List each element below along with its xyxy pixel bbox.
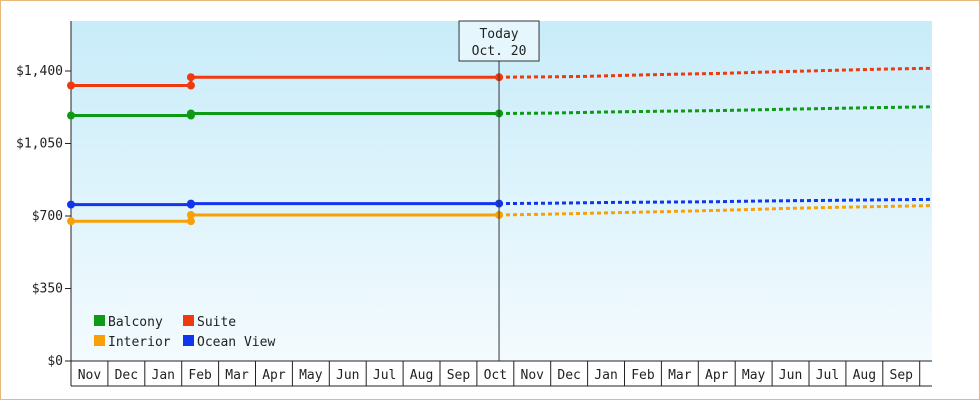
x-tick-label: Jul [373,368,396,383]
x-tick-label: May [742,368,766,383]
legend-label-suite: Suite [197,315,236,330]
x-tick-label: Jan [152,368,175,383]
y-tick-label: $350 [32,282,63,297]
series-ocean-view-projection-line [498,197,931,206]
x-tick-label: Sep [447,368,471,383]
series-suite-projection-line [498,66,931,79]
x-tick-label: Nov [521,368,545,383]
x-tick-label: Jun [336,368,359,383]
x-tick-label: Nov [78,368,102,383]
x-tick-label: Aug [853,368,876,383]
legend-swatch-suite [183,315,194,326]
legend-label-interior: Interior [108,335,171,350]
x-tick-label: Jun [779,368,802,383]
x-tick-label: Jan [594,368,617,383]
series-suite-point [186,81,195,90]
today-box [458,20,540,62]
series-ocean-view-point [67,200,75,209]
series-balcony-projection-line [498,105,931,115]
x-tick-label: Apr [262,368,286,383]
series-interior-point [67,217,75,226]
x-tick-label: Sep [890,368,914,383]
series-interior-point [186,210,195,219]
legend-swatch-interior [94,335,105,346]
series-ocean-view-history-line [71,202,499,207]
x-tick-label: Dec [557,368,580,383]
series-suite-point [186,73,195,82]
x-tick-label: Dec [115,368,138,383]
x-tick-label: May [299,368,323,383]
x-tick-label: Apr [705,368,729,383]
legend-swatch-balcony [94,315,105,326]
x-tick-label: Feb [188,368,212,383]
x-tick-label: Aug [410,368,433,383]
legend-label-balcony: Balcony [108,315,163,330]
series-interior-point [186,217,195,226]
y-tick-label: $700 [32,209,63,224]
x-tick-label: Mar [225,368,249,383]
series-balcony-point [67,111,75,120]
x-tick-label: Oct [484,368,507,383]
x-tick-label: Mar [668,368,692,383]
series-suite-history-line [71,75,499,87]
legend-swatch-ocean-view [183,335,194,346]
series-interior-projection-line [498,204,931,217]
today-date: Oct. 20 [472,44,527,59]
legend-label-ocean-view: Ocean View [197,335,275,350]
y-tick-label: $0 [47,354,63,369]
y-tick-label: $1,050 [16,137,63,152]
today-label: Today [479,27,518,42]
series-ocean-view-point [186,199,195,208]
series-suite-point [67,81,75,90]
series-balcony-point [186,109,195,118]
y-tick-label: $1,400 [16,64,63,79]
x-tick-label: Jul [816,368,839,383]
x-tick-label: Feb [631,368,655,383]
